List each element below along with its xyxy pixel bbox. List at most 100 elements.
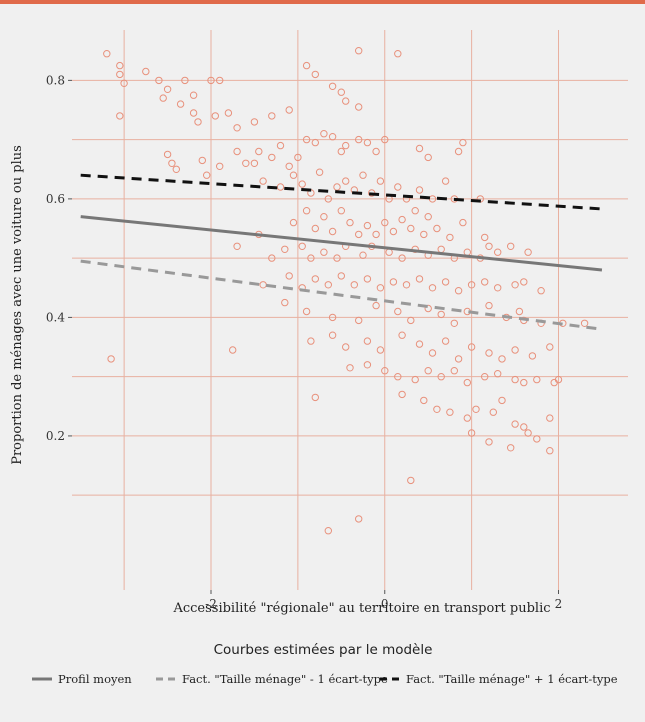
scatter-point [485,438,493,446]
scatter-point [203,171,211,179]
scatter-point [176,100,185,108]
x-tick-label: -2 [205,597,217,611]
scatter-point [381,367,389,375]
scatter-point [389,278,398,286]
scatter-point [498,355,506,363]
scatter-point [424,213,432,221]
scatter-point [428,284,437,292]
scatter-point [337,272,345,280]
scatter-point [407,316,415,325]
scatter-point [324,527,332,535]
scatter-point [515,307,524,316]
scatter-point [333,254,341,262]
scatter-point [485,349,493,357]
scatter-point [454,287,463,295]
scatter-point [459,138,467,147]
scatter-point [363,361,372,369]
scatter-point [533,435,541,443]
scatter-point [394,373,402,381]
scatter-point [355,103,363,111]
scatter-point [359,171,367,179]
scatter-point [189,91,198,99]
scatter-point [342,141,350,150]
top-accent-rule [0,0,645,4]
scatter-point [446,408,454,416]
scatter-point [433,405,441,413]
scatter-point [580,319,589,327]
scatter-point [494,370,502,378]
scatter-point [315,168,324,176]
scatter-point [407,224,415,233]
scatter-point [276,141,285,150]
scatter-point [337,147,345,156]
scatter-point [411,207,419,215]
y-axis-title: Proportion de ménages avec une voiture o… [10,145,25,465]
scatter-point [207,76,215,85]
scatter-point [511,281,519,289]
legend-label-3: Fact. "Taille ménage" + 1 écart-type [406,672,618,686]
scatter-point [328,82,337,91]
scatter-point [454,355,463,363]
scatter-point [385,248,393,256]
scatter-point [216,162,224,171]
scatter-point [163,85,172,94]
scatter-point [398,254,406,262]
scatter-point [446,233,454,242]
scatter-point [324,281,332,289]
scatter-point [507,444,515,452]
scatter-point [342,343,350,351]
scatter-point [381,218,389,227]
scatter-point [420,230,428,239]
scatter-point [311,224,319,233]
scatter-point [533,375,541,384]
scatter-point [546,447,554,455]
scatter-point [242,159,250,168]
scatter-point [233,124,241,132]
scatter-point [355,47,363,55]
scatter-point [415,340,424,348]
scatter-point [424,153,432,162]
scatter-point [424,367,432,375]
scatter-point [250,118,259,126]
scatter-point [285,162,293,171]
scatter-point [311,275,319,283]
scatter-point [198,156,207,165]
scatter-point [376,346,385,354]
fitted-lines [80,173,603,331]
scatter-point [320,130,328,138]
scatter-point [289,218,298,227]
scatter-point [194,118,202,126]
scatter-point [441,278,450,286]
scatter-point [311,70,319,79]
x-axis-ticks: -2 0 2 [205,590,562,611]
scatter-point [481,373,489,381]
legend: Profil moyen Fact. "Taille ménage" - 1 éc… [32,672,618,686]
fitted-line-2 [80,259,603,331]
scatter-point [398,331,406,339]
scatter-point [467,429,476,437]
scatter-point [346,364,354,372]
scatter-point [441,177,450,185]
scatter-point [363,275,372,283]
scatter-point [450,367,458,375]
scatter-point [428,349,437,357]
scatter-point [302,61,311,70]
scatter-point [463,414,471,422]
scatter-point [528,352,537,360]
scatter-point [546,414,554,422]
scatter-point [302,135,311,144]
scatter-point [302,207,311,215]
scatter-point [463,378,471,387]
scatter-point [172,165,181,174]
scatter-point [485,242,493,251]
scatter-point [255,147,263,156]
scatter-point [328,133,337,141]
scatter-point [311,393,319,402]
fitted-line-1 [80,215,603,272]
scatter-point [333,183,341,191]
scatter-point [163,150,172,159]
scatter-point [311,138,319,147]
y-tick-label: 0.6 [46,192,65,206]
scatter-point [359,251,367,259]
